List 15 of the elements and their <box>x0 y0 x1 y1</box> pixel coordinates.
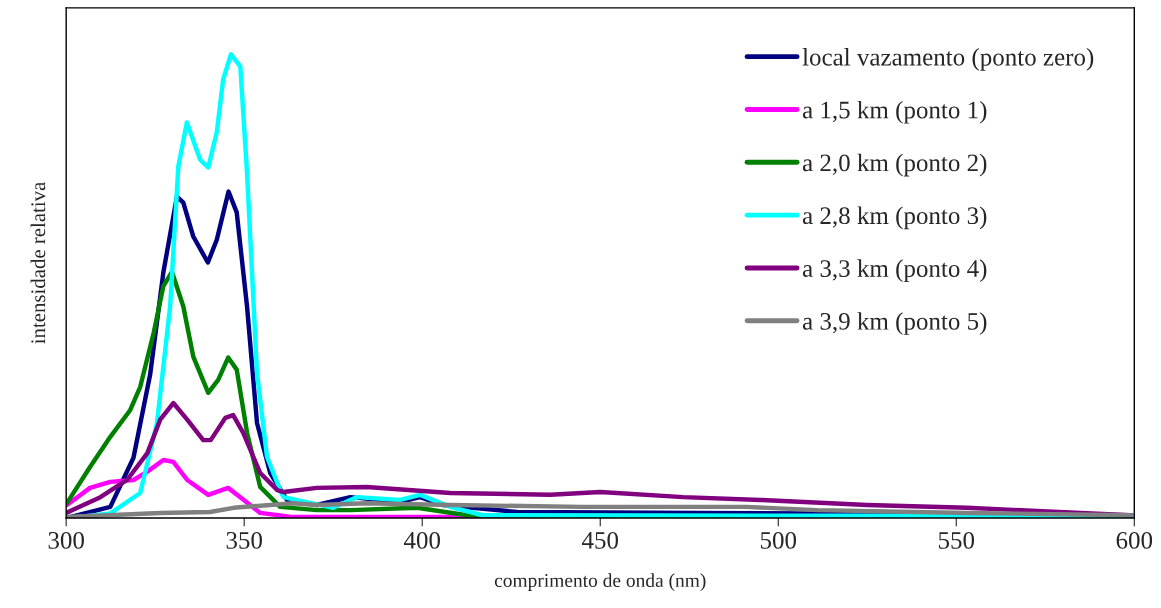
x-tick-label: 600 <box>1116 531 1153 549</box>
legend-label: a 2,8 km (ponto 3) <box>802 206 987 230</box>
x-tick-label: 300 <box>48 531 84 549</box>
legend-label: a 3,9 km (ponto 5) <box>802 312 987 335</box>
legend-label: local vazamento (ponto zero) <box>802 48 1094 71</box>
x-tick-label: 500 <box>760 531 797 549</box>
x-tick-label: 400 <box>403 531 441 549</box>
y-axis-title: intensidade relativa <box>30 181 46 344</box>
x-tick-label: 550 <box>938 531 975 549</box>
legend-label: a 2,0 km (ponto 2) <box>802 153 987 177</box>
x-axis-title: comprimento de onda (nm) <box>494 573 706 591</box>
legend-label: a 1,5 km (ponto 1) <box>802 100 987 124</box>
x-tick-label: 350 <box>226 531 262 549</box>
x-tick-label: 450 <box>581 531 619 549</box>
legend-label: a 3,3 km (ponto 4) <box>802 259 987 283</box>
